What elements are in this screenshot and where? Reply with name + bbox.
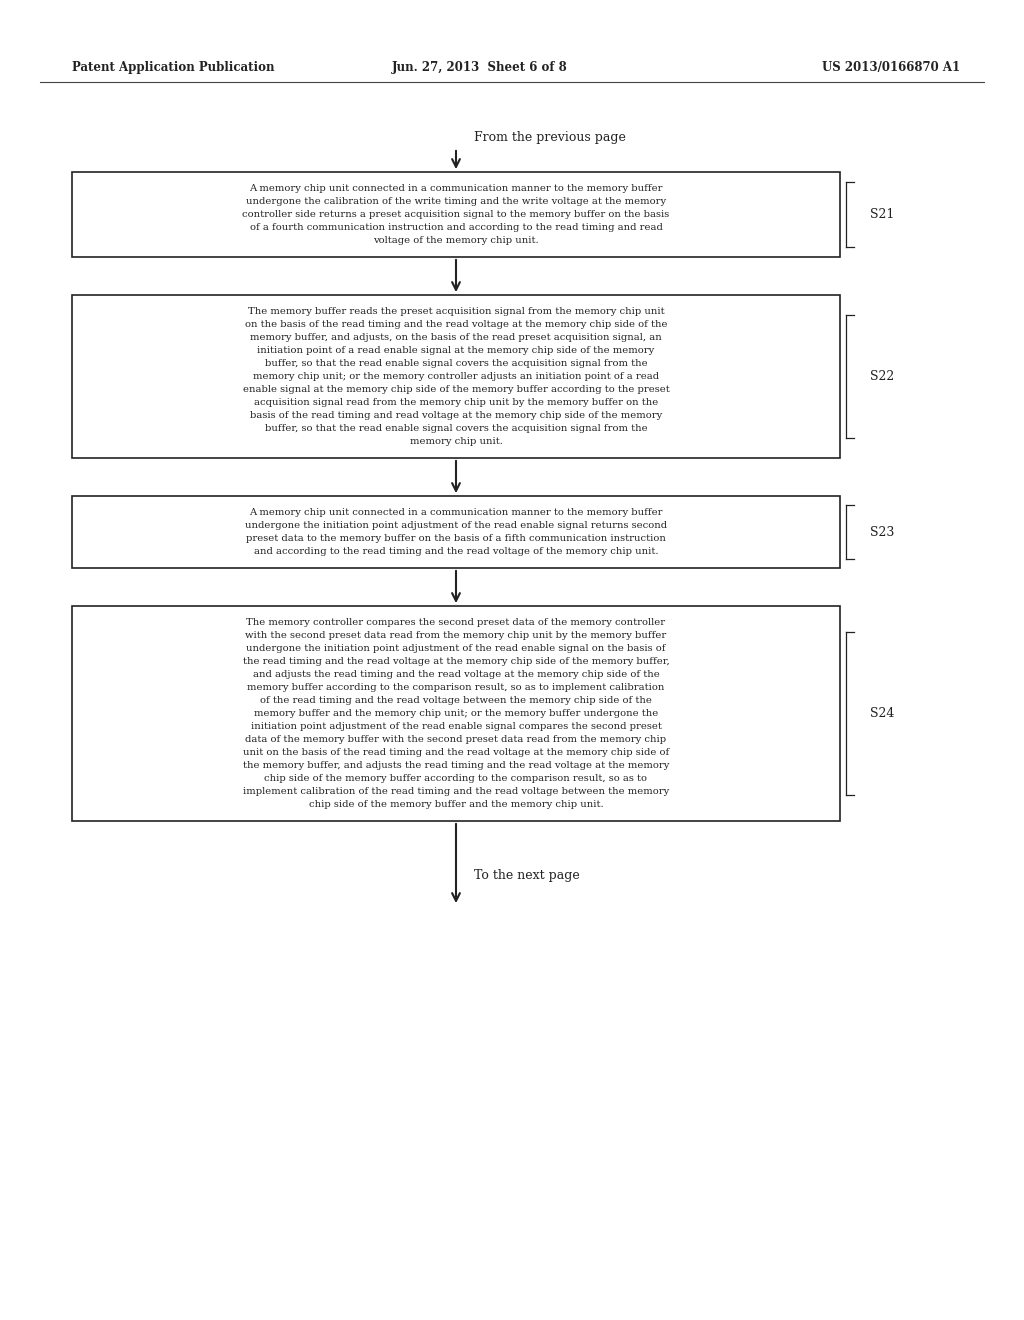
Text: Jun. 27, 2013  Sheet 6 of 8: Jun. 27, 2013 Sheet 6 of 8 xyxy=(392,62,568,74)
Text: on the basis of the read timing and the read voltage at the memory chip side of : on the basis of the read timing and the … xyxy=(245,319,668,329)
Text: memory chip unit; or the memory controller adjusts an initiation point of a read: memory chip unit; or the memory controll… xyxy=(253,372,659,381)
Text: undergone the initiation point adjustment of the read enable signal on the basis: undergone the initiation point adjustmen… xyxy=(246,644,666,653)
Text: data of the memory buffer with the second preset data read from the memory chip: data of the memory buffer with the secon… xyxy=(246,735,667,744)
Text: with the second preset data read from the memory chip unit by the memory buffer: with the second preset data read from th… xyxy=(246,631,667,640)
Text: of a fourth communication instruction and according to the read timing and read: of a fourth communication instruction an… xyxy=(250,223,663,232)
Text: controller side returns a preset acquisition signal to the memory buffer on the : controller side returns a preset acquisi… xyxy=(243,210,670,219)
Text: implement calibration of the read timing and the read voltage between the memory: implement calibration of the read timing… xyxy=(243,787,669,796)
Text: the memory buffer, and adjusts the read timing and the read voltage at the memor: the memory buffer, and adjusts the read … xyxy=(243,762,670,770)
Text: unit on the basis of the read timing and the read voltage at the memory chip sid: unit on the basis of the read timing and… xyxy=(243,748,669,756)
Text: basis of the read timing and read voltage at the memory chip side of the memory: basis of the read timing and read voltag… xyxy=(250,411,663,420)
Text: memory buffer and the memory chip unit; or the memory buffer undergone the: memory buffer and the memory chip unit; … xyxy=(254,709,658,718)
Text: S22: S22 xyxy=(870,370,894,383)
Text: The memory buffer reads the preset acquisition signal from the memory chip unit: The memory buffer reads the preset acqui… xyxy=(248,308,665,315)
Text: A memory chip unit connected in a communication manner to the memory buffer: A memory chip unit connected in a commun… xyxy=(249,183,663,193)
Text: enable signal at the memory chip side of the memory buffer according to the pres: enable signal at the memory chip side of… xyxy=(243,385,670,393)
Text: undergone the calibration of the write timing and the write voltage at the memor: undergone the calibration of the write t… xyxy=(246,197,666,206)
Text: S23: S23 xyxy=(870,525,894,539)
Bar xyxy=(72,172,840,257)
Text: chip side of the memory buffer according to the comparison result, so as to: chip side of the memory buffer according… xyxy=(264,774,647,783)
Text: preset data to the memory buffer on the basis of a fifth communication instructi: preset data to the memory buffer on the … xyxy=(246,535,666,543)
Text: S21: S21 xyxy=(870,209,894,220)
Text: To the next page: To the next page xyxy=(474,870,580,883)
Text: A memory chip unit connected in a communication manner to the memory buffer: A memory chip unit connected in a commun… xyxy=(249,508,663,517)
Text: the read timing and the read voltage at the memory chip side of the memory buffe: the read timing and the read voltage at … xyxy=(243,657,670,667)
Text: of the read timing and the read voltage between the memory chip side of the: of the read timing and the read voltage … xyxy=(260,696,652,705)
Text: The memory controller compares the second preset data of the memory controller: The memory controller compares the secon… xyxy=(247,618,666,627)
Text: acquisition signal read from the memory chip unit by the memory buffer on the: acquisition signal read from the memory … xyxy=(254,399,658,407)
Text: S24: S24 xyxy=(870,708,894,719)
Text: initiation point of a read enable signal at the memory chip side of the memory: initiation point of a read enable signal… xyxy=(257,346,654,355)
Text: undergone the initiation point adjustment of the read enable signal returns seco: undergone the initiation point adjustmen… xyxy=(245,521,667,531)
Text: memory buffer, and adjusts, on the basis of the read preset acquisition signal, : memory buffer, and adjusts, on the basis… xyxy=(250,333,662,342)
Bar xyxy=(72,496,840,568)
Text: chip side of the memory buffer and the memory chip unit.: chip side of the memory buffer and the m… xyxy=(308,800,603,809)
Text: buffer, so that the read enable signal covers the acquisition signal from the: buffer, so that the read enable signal c… xyxy=(264,359,647,368)
Bar xyxy=(72,294,840,458)
Text: US 2013/0166870 A1: US 2013/0166870 A1 xyxy=(822,62,961,74)
Bar xyxy=(72,606,840,821)
Text: initiation point adjustment of the read enable signal compares the second preset: initiation point adjustment of the read … xyxy=(251,722,662,731)
Text: From the previous page: From the previous page xyxy=(474,132,626,144)
Text: memory buffer according to the comparison result, so as to implement calibration: memory buffer according to the compariso… xyxy=(248,682,665,692)
Text: buffer, so that the read enable signal covers the acquisition signal from the: buffer, so that the read enable signal c… xyxy=(264,424,647,433)
Text: Patent Application Publication: Patent Application Publication xyxy=(72,62,274,74)
Text: and according to the read timing and the read voltage of the memory chip unit.: and according to the read timing and the… xyxy=(254,546,658,556)
Text: voltage of the memory chip unit.: voltage of the memory chip unit. xyxy=(373,236,539,246)
Text: memory chip unit.: memory chip unit. xyxy=(410,437,503,446)
Text: and adjusts the read timing and the read voltage at the memory chip side of the: and adjusts the read timing and the read… xyxy=(253,671,659,678)
